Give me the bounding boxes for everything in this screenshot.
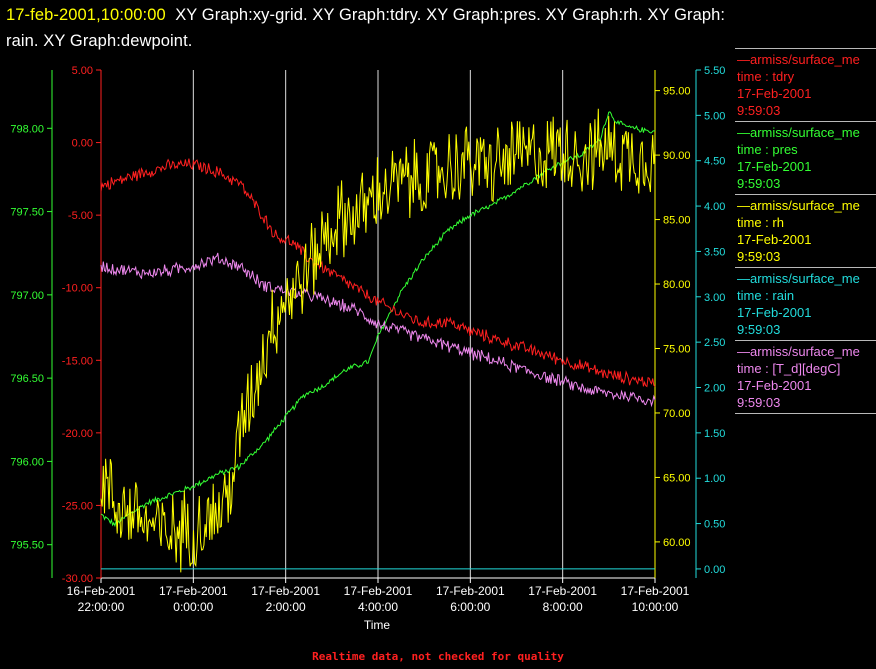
y-tick-label-rain: 2.00 bbox=[704, 383, 725, 395]
y-tick-label-tdry: -5.00 bbox=[68, 210, 93, 222]
y-tick-label-tdry: 5.00 bbox=[72, 65, 93, 77]
x-tick-label-time: 0:00:00 bbox=[173, 600, 213, 614]
x-tick-label-time: 4:00:00 bbox=[358, 600, 398, 614]
y-tick-label-rh: 60.00 bbox=[663, 537, 691, 549]
x-tick-label-time: 8:00:00 bbox=[543, 600, 583, 614]
y-tick-label-rain: 3.50 bbox=[704, 246, 725, 258]
y-tick-label-rain: 0.00 bbox=[704, 564, 725, 576]
legend: —armiss/surface_me time : tdry 17-Feb-20… bbox=[735, 48, 876, 414]
legend-date: 17-Feb-2001 bbox=[737, 305, 812, 320]
y-tick-label-tdry: -10.00 bbox=[62, 283, 93, 295]
series-line-tdry bbox=[100, 158, 656, 388]
legend-time: 9:59:03 bbox=[737, 176, 781, 191]
legend-date: 17-Feb-2001 bbox=[737, 378, 812, 393]
y-tick-label-tdry: -20.00 bbox=[62, 428, 93, 440]
y-tick-label-rain: 0.50 bbox=[704, 519, 725, 531]
y-tick-label-tdry: -30.00 bbox=[62, 573, 93, 585]
y-tick-label-pres: 795.50 bbox=[10, 540, 44, 552]
x-tick-label-time: 10:00:00 bbox=[632, 600, 679, 614]
legend-entry-pres[interactable]: —armiss/surface_me time : pres 17-Feb-20… bbox=[735, 121, 876, 194]
y-tick-label-rain: 5.50 bbox=[704, 65, 725, 77]
x-tick-label-time: 22:00:00 bbox=[78, 600, 125, 614]
y-tick-label-rain: 2.50 bbox=[704, 337, 725, 349]
legend-variable: time : [T_d][degC] bbox=[737, 361, 841, 376]
y-tick-label-rh: 75.00 bbox=[663, 343, 691, 355]
legend-variable: time : rain bbox=[737, 288, 795, 303]
legend-time: 9:59:03 bbox=[737, 103, 781, 118]
series-line--t-d-degc- bbox=[100, 252, 656, 408]
y-tick-label-tdry: 0.00 bbox=[72, 138, 93, 150]
legend-entry-dewpoint[interactable]: —armiss/surface_me time : [T_d][degC] 17… bbox=[735, 340, 876, 414]
y-tick-label-rh: 70.00 bbox=[663, 408, 691, 420]
y-tick-label-rh: 85.00 bbox=[663, 215, 691, 227]
y-tick-label-rain: 5.00 bbox=[704, 110, 725, 122]
legend-date: 17-Feb-2001 bbox=[737, 86, 812, 101]
x-tick-label-date: 17-Feb-2001 bbox=[436, 584, 505, 598]
legend-time: 9:59:03 bbox=[737, 395, 781, 410]
y-tick-label-rh: 95.00 bbox=[663, 86, 691, 98]
legend-entry-rain[interactable]: —armiss/surface_me time : rain 17-Feb-20… bbox=[735, 267, 876, 340]
y-tick-label-tdry: -15.00 bbox=[62, 355, 93, 367]
legend-variable: time : pres bbox=[737, 142, 798, 157]
x-tick-label-date: 17-Feb-2001 bbox=[251, 584, 320, 598]
axes-layer: 16-Feb-2001 22:00:00 17-Feb-2001 0:00:00 17-… bbox=[10, 65, 725, 614]
x-tick-label-date: 17-Feb-2001 bbox=[621, 584, 690, 598]
y-tick-label-rh: 90.00 bbox=[663, 150, 691, 162]
y-tick-label-rain: 4.50 bbox=[704, 156, 725, 168]
y-tick-label-rh: 80.00 bbox=[663, 279, 691, 291]
graph-title: 17-feb-2001,10:00:00 XY Graph:xy-grid. X… bbox=[6, 2, 866, 54]
x-tick-label-date: 16-Feb-2001 bbox=[67, 584, 136, 598]
title-timestamp: 17-feb-2001,10:00:00 bbox=[6, 6, 166, 24]
title-text-line2: rain. XY Graph:dewpoint. bbox=[6, 32, 193, 50]
legend-series-name: —armiss/surface_me bbox=[737, 344, 860, 359]
title-text-line1: XY Graph:xy-grid. XY Graph:tdry. XY Grap… bbox=[175, 6, 726, 24]
x-axis-label: Time bbox=[364, 618, 391, 632]
y-tick-label-rain: 4.00 bbox=[704, 201, 725, 213]
y-tick-label-rain: 1.50 bbox=[704, 428, 725, 440]
legend-date: 17-Feb-2001 bbox=[737, 232, 812, 247]
legend-variable: time : tdry bbox=[737, 69, 795, 84]
y-tick-label-pres: 796.50 bbox=[10, 373, 44, 385]
legend-entry-tdry[interactable]: —armiss/surface_me time : tdry 17-Feb-20… bbox=[735, 48, 876, 121]
legend-time: 9:59:03 bbox=[737, 249, 781, 264]
y-tick-label-tdry: -25.00 bbox=[62, 500, 93, 512]
y-tick-label-pres: 797.00 bbox=[10, 290, 44, 302]
series-layer bbox=[100, 108, 656, 573]
y-tick-label-rain: 1.00 bbox=[704, 473, 725, 485]
y-tick-label-pres: 798.00 bbox=[10, 123, 44, 135]
y-tick-label-rh: 65.00 bbox=[663, 472, 691, 484]
x-tick-label-date: 17-Feb-2001 bbox=[159, 584, 228, 598]
x-tick-label-time: 6:00:00 bbox=[450, 600, 490, 614]
y-tick-label-pres: 796.00 bbox=[10, 456, 44, 468]
legend-date: 17-Feb-2001 bbox=[737, 159, 812, 174]
legend-series-name: —armiss/surface_me bbox=[737, 198, 860, 213]
legend-time: 9:59:03 bbox=[737, 322, 781, 337]
quality-notice: Realtime data, not checked for quality bbox=[312, 650, 564, 663]
x-tick-label-time: 2:00:00 bbox=[266, 600, 306, 614]
legend-series-name: —armiss/surface_me bbox=[737, 271, 860, 286]
legend-series-name: —armiss/surface_me bbox=[737, 52, 860, 67]
y-tick-label-rain: 3.00 bbox=[704, 292, 725, 304]
series-line-rh bbox=[100, 108, 656, 573]
y-tick-label-pres: 797.50 bbox=[10, 207, 44, 219]
grid-layer bbox=[192, 70, 564, 578]
x-tick-label-date: 17-Feb-2001 bbox=[344, 584, 413, 598]
legend-entry-rh[interactable]: —armiss/surface_me time : rh 17-Feb-2001… bbox=[735, 194, 876, 267]
legend-variable: time : rh bbox=[737, 215, 784, 230]
x-tick-label-date: 17-Feb-2001 bbox=[528, 584, 597, 598]
legend-series-name: —armiss/surface_me bbox=[737, 125, 860, 140]
